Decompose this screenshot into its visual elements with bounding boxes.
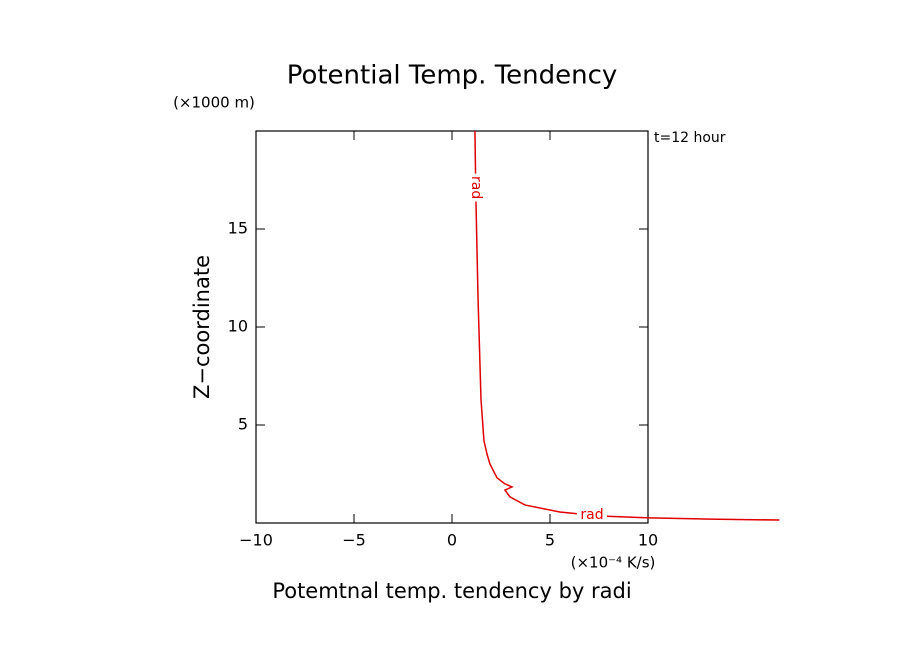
y-axis-label: Z−coordinate — [190, 255, 214, 399]
line-label: rad — [580, 507, 603, 523]
y-tick-label: 15 — [228, 219, 248, 238]
label-gap — [467, 173, 484, 202]
label-gap — [576, 506, 607, 521]
y-tick-label: 10 — [228, 317, 248, 336]
line — [474, 130, 780, 521]
x-tick-label: −5 — [342, 531, 366, 550]
x-tick-label: 5 — [545, 531, 555, 550]
x-axis-label: Potemtnal temp. tendency by radi — [272, 579, 631, 603]
y-unit: (×1000 m) — [173, 94, 255, 112]
x-tick-label: 10 — [638, 531, 658, 550]
line-label: rad — [468, 176, 484, 199]
plot-frame — [255, 130, 649, 524]
x-unit: (×10⁻⁴ K/s) — [571, 554, 656, 572]
x-tick-label: −10 — [239, 531, 273, 550]
x-tick-label: 0 — [447, 531, 457, 550]
y-tick-label: 5 — [238, 415, 248, 434]
annotation: t=12 hour — [654, 130, 726, 146]
chart-title: Potential Temp. Tendency — [287, 61, 618, 91]
